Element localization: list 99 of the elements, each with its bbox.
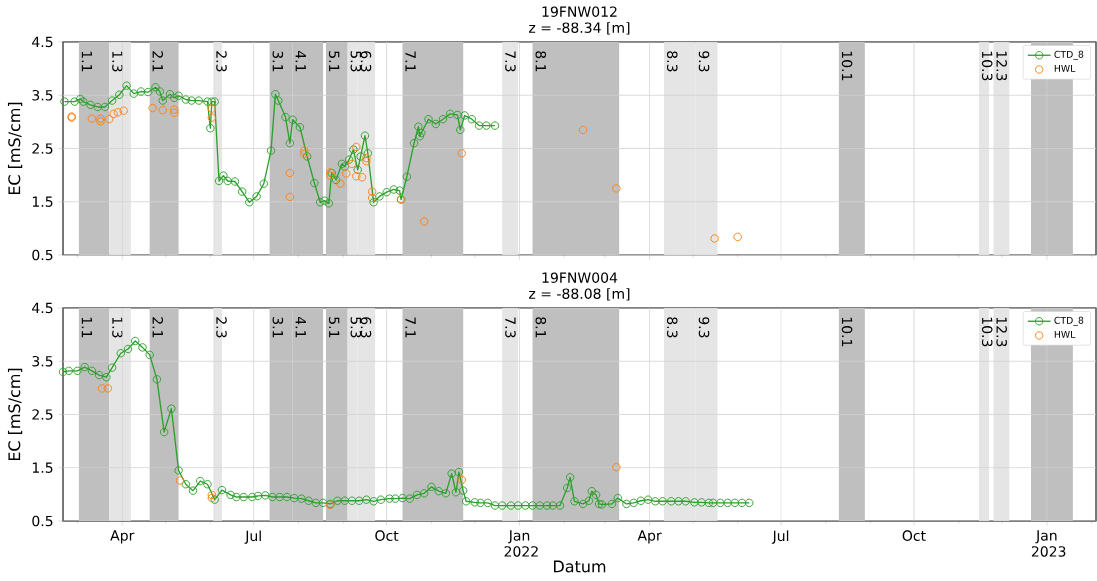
band-label: 2.3	[216, 317, 227, 338]
band-label: 12.3	[996, 317, 1007, 347]
x-tick-label: Jul	[244, 530, 261, 544]
x-tick-label: Jan 2022	[504, 530, 538, 557]
point	[97, 384, 107, 393]
band-label: 5.1	[328, 317, 340, 338]
point	[457, 149, 466, 158]
point	[105, 115, 114, 124]
band-label: 9.3	[698, 317, 710, 338]
point	[158, 105, 167, 115]
y-tick-label: 3.5	[32, 89, 53, 101]
band-label: 5.3	[350, 317, 362, 338]
point	[207, 113, 217, 122]
chart-title: 19FNW004	[542, 272, 618, 283]
legend-label: HWL	[1054, 331, 1076, 338]
point	[419, 217, 429, 226]
point	[612, 184, 621, 193]
band-label: 6.3	[360, 51, 372, 72]
point	[170, 108, 179, 118]
y-tick-label: 3.5	[32, 355, 53, 367]
y-axis-title: EC [mS/cm]	[7, 102, 23, 195]
x-tick-label: Apr	[637, 530, 662, 544]
point	[119, 106, 128, 115]
x-tick-label: Oct	[375, 530, 399, 541]
y-tick-label: 4.5	[32, 302, 53, 314]
point	[285, 168, 295, 178]
point	[357, 173, 367, 182]
band-label: 7.1	[405, 51, 416, 72]
y-axis-title: EC [mS/cm]	[7, 368, 23, 461]
y-tick-label: 1.5	[32, 462, 53, 473]
y-tick-label: 2.5	[32, 409, 53, 420]
point	[285, 192, 295, 202]
chart-title: 19FNW012	[542, 6, 617, 17]
band-label: 7.3	[505, 51, 516, 72]
band-label: 8.3	[666, 51, 678, 72]
point	[362, 153, 371, 163]
x-axis-title: Datum	[554, 560, 606, 573]
y-tick-label: 1.5	[32, 196, 53, 207]
band-label: 2.3	[216, 51, 227, 72]
band-label: 7.1	[405, 317, 416, 338]
band-label: 7.3	[505, 317, 516, 338]
band-label: 6.3	[360, 317, 372, 338]
point	[109, 109, 118, 119]
band-label: 8.1	[535, 317, 547, 338]
point	[300, 146, 309, 155]
y-tick-label: 4.5	[32, 36, 53, 48]
point	[87, 114, 97, 123]
legend-label: CTD_8	[1054, 50, 1084, 60]
band-label: 3.1	[272, 317, 284, 338]
band-label: 10.3	[981, 317, 993, 347]
band-label: 10.1	[841, 51, 853, 81]
point	[352, 171, 361, 181]
band-label: 8.3	[666, 317, 678, 338]
point	[170, 105, 179, 114]
band-label: 1.3	[112, 317, 123, 338]
y-tick-label: 2.5	[32, 143, 53, 154]
point	[148, 103, 157, 113]
band-label: 2.1	[152, 317, 164, 338]
chart-subtitle: z = -88.08 [m]	[529, 288, 630, 301]
x-tick-label: Jan 2023	[1031, 530, 1066, 557]
point	[578, 125, 588, 135]
point	[710, 234, 719, 243]
band-label: 2.1	[152, 51, 164, 72]
point	[367, 187, 377, 196]
band-label: 1.1	[81, 51, 93, 72]
point	[336, 179, 345, 188]
band-label: 4.1	[295, 316, 306, 338]
band-label: 9.3	[698, 51, 710, 72]
point	[612, 463, 621, 472]
band-label: 4.1	[295, 50, 306, 72]
point	[457, 475, 466, 485]
y-tick-label: 0.5	[32, 249, 53, 261]
x-tick-label: Apr	[110, 530, 135, 544]
point	[207, 104, 217, 113]
legend-label: HWL	[1054, 65, 1076, 72]
band-label: 10.3	[981, 51, 993, 81]
band-label: 5.1	[328, 51, 340, 72]
chart-subtitle: z = -88.34 [m]	[529, 22, 630, 35]
band-label: 8.1	[535, 51, 547, 72]
y-tick-label: 0.5	[32, 515, 53, 527]
point	[103, 384, 112, 393]
band-label: 12.3	[996, 51, 1007, 81]
band-label: 1.3	[112, 51, 123, 72]
point	[175, 476, 185, 485]
x-tick-label: Oct	[902, 530, 926, 541]
point	[347, 159, 357, 169]
point	[367, 193, 377, 203]
band-label: 1.1	[81, 317, 93, 338]
band-label: 10.1	[841, 317, 853, 347]
band-label: 5.3	[350, 51, 362, 72]
point	[96, 117, 105, 126]
point	[113, 108, 123, 117]
point	[362, 157, 371, 166]
legend-label: CTD_8	[1054, 316, 1084, 326]
point	[341, 169, 351, 178]
band-label: 3.1	[272, 51, 284, 72]
x-tick-label: Jul	[771, 530, 789, 544]
point	[733, 232, 742, 242]
point	[96, 114, 105, 123]
